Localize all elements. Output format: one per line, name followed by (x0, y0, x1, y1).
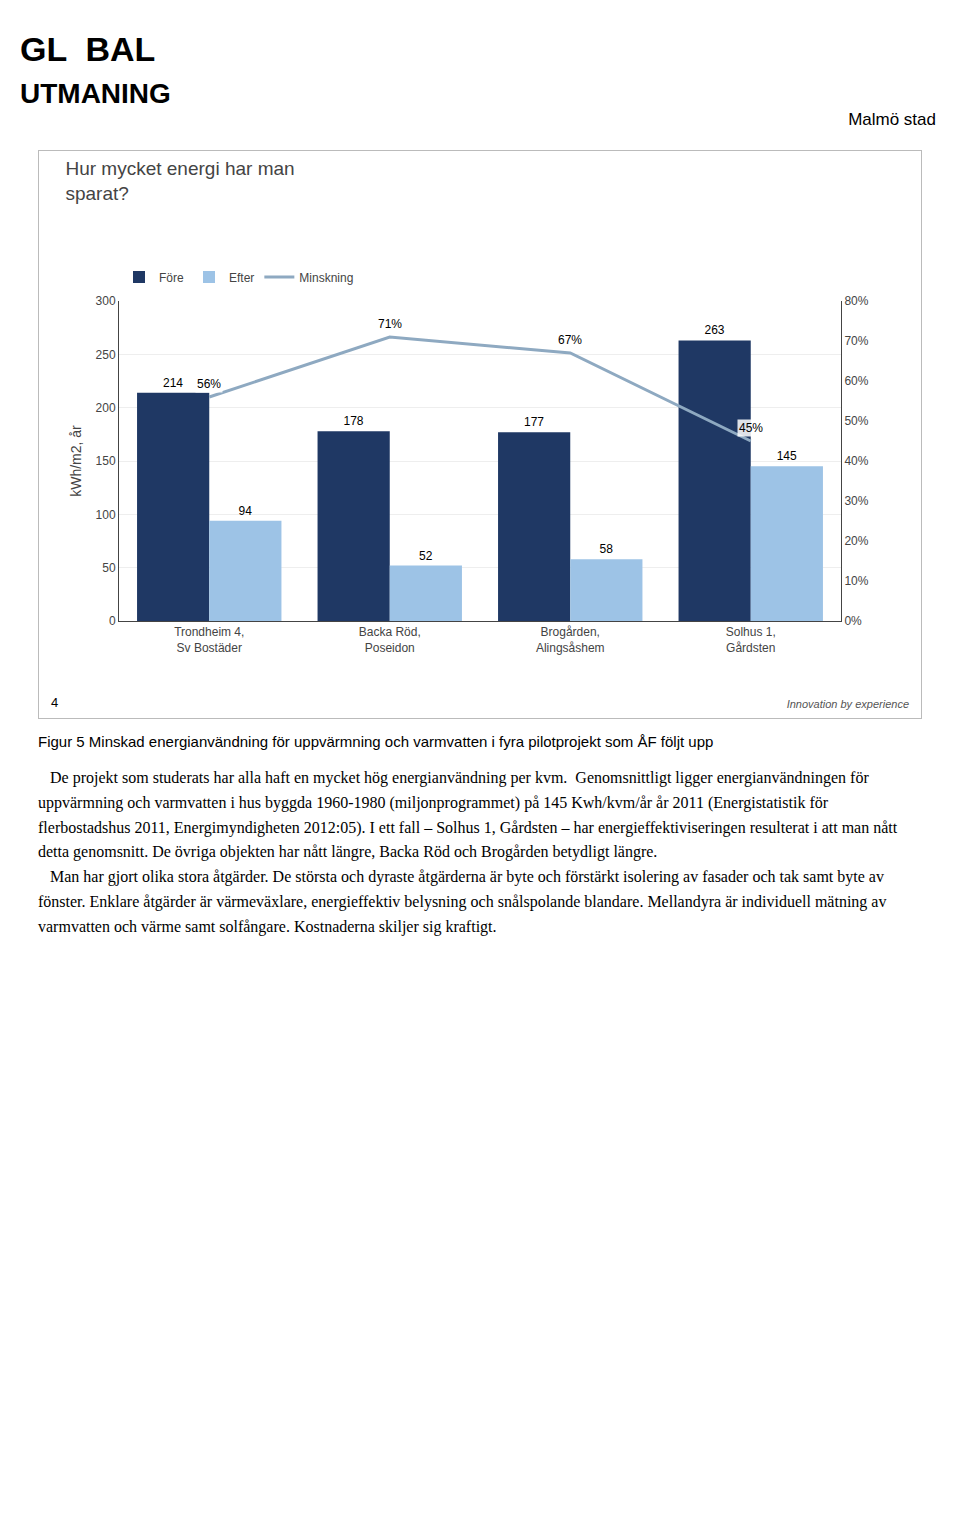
svg-text:Före: Före (159, 271, 184, 285)
svg-text:50: 50 (102, 561, 116, 575)
svg-text:300: 300 (96, 294, 116, 308)
svg-text:45%: 45% (739, 421, 763, 435)
svg-text:0: 0 (109, 614, 116, 628)
svg-text:71%: 71% (378, 317, 402, 331)
svg-text:58: 58 (600, 542, 614, 556)
svg-text:Hur mycket energi har manspara: Hur mycket energi har mansparat? (65, 158, 294, 204)
svg-text:250: 250 (96, 348, 116, 362)
html-text:Innovation by experience: Innovation by experience (786, 698, 909, 710)
svg-text:67%: 67% (558, 333, 582, 347)
svg-text:Solhus 1,Gårdsten: Solhus 1,Gårdsten (726, 625, 776, 655)
svg-text:20%: 20% (844, 534, 868, 548)
svg-text:40%: 40% (844, 454, 868, 468)
svg-text:Minskning: Minskning (299, 271, 353, 285)
svg-text:Trondheim 4,Sv Bostäder: Trondheim 4,Sv Bostäder (174, 625, 244, 655)
svg-text:10%: 10% (844, 574, 868, 588)
svg-text:145: 145 (777, 449, 797, 463)
svg-text:100: 100 (96, 508, 116, 522)
svg-text:80%: 80% (844, 294, 868, 308)
svg-text:178: 178 (343, 414, 363, 428)
svg-text:50%: 50% (844, 414, 868, 428)
svg-text:30%: 30% (844, 494, 868, 508)
svg-text:200: 200 (96, 401, 116, 415)
svg-text:kWh/m2, år: kWh/m2, år (68, 425, 84, 497)
svg-text:Backa Röd,Poseidon: Backa Röd,Poseidon (359, 625, 421, 655)
svg-text:263: 263 (704, 323, 724, 337)
svg-text:Brogården,Alingsåshem: Brogården,Alingsåshem (536, 625, 605, 655)
html-text:UTMANING: UTMANING (20, 78, 171, 109)
svg-text:Efter: Efter (229, 271, 254, 285)
html-text:Figur 5 Minskad energianvändni: Figur 5 Minskad energianvändning för upp… (38, 733, 714, 750)
svg-text:52: 52 (419, 549, 433, 563)
svg-text:150: 150 (96, 454, 116, 468)
svg-text:177: 177 (524, 415, 544, 429)
svg-text:70%: 70% (844, 334, 868, 348)
html-text:Malmö stad: Malmö stad (848, 110, 936, 129)
html-text:Man har gjort olika stora åtgä: Man har gjort olika stora åtgärder. De s… (38, 868, 891, 935)
html-text:GL BAL: GL BAL (20, 30, 156, 68)
svg-text:60%: 60% (844, 374, 868, 388)
html-text:De projekt som studerats har a: De projekt som studerats har alla haft e… (38, 769, 902, 861)
svg-text:214: 214 (163, 376, 183, 390)
svg-text:0%: 0% (844, 614, 862, 628)
svg-text:94: 94 (239, 504, 253, 518)
html-text:4: 4 (51, 695, 59, 710)
svg-text:56%: 56% (197, 377, 221, 391)
